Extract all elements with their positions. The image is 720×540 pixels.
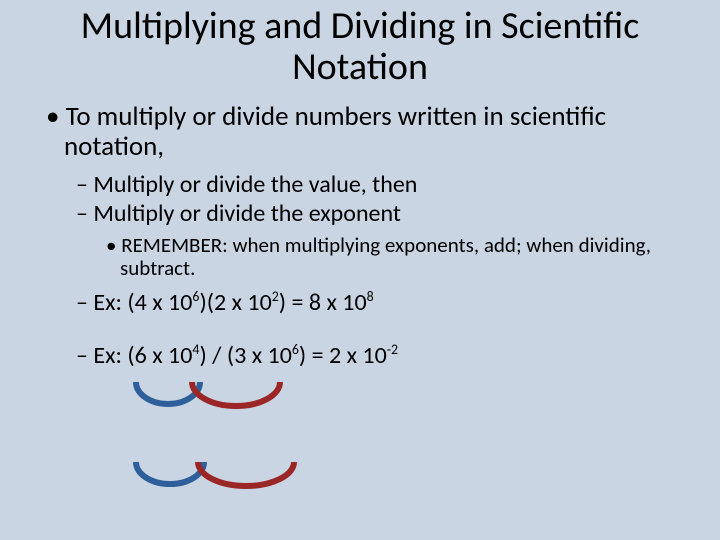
arc-red-2 (198, 462, 294, 486)
bullet-remember: REMEMBER: when multiplying exponents, ad… (106, 234, 690, 281)
ex2-text: Ex: (6 x 104) / (3 x 106) = 2 x 10-2 (93, 341, 398, 370)
bullet-sub-2: Multiply or divide the exponent (76, 200, 700, 228)
slide-title: Multiplying and Dividing in Scientific N… (20, 6, 700, 88)
arc-red-1 (192, 382, 280, 406)
example-1: Ex: (4 x 106)(2 x 102) = 8 x 108 (76, 289, 700, 317)
bullet-main: To multiply or divide numbers written in… (46, 102, 700, 162)
ex1-text: Ex: (4 x 106)(2 x 102) = 8 x 108 (93, 288, 373, 317)
arcs-ex2 (118, 462, 338, 510)
arc-blue-1 (136, 382, 200, 404)
bullet-sub-1: Multiply or divide the value, then (76, 171, 700, 199)
arcs-ex1 (118, 382, 318, 430)
arc-blue-2 (136, 462, 204, 484)
example-2: Ex: (6 x 104) / (3 x 106) = 2 x 10-2 (76, 342, 700, 370)
slide: Multiplying and Dividing in Scientific N… (0, 0, 720, 540)
